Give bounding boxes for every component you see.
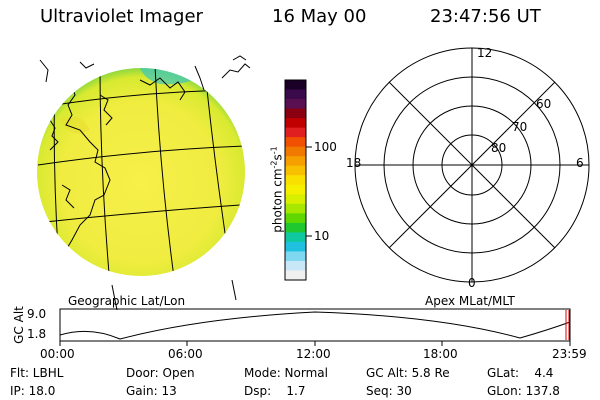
timeline-ymin: 1.8 [27,327,47,341]
colorbar-frame [284,79,307,281]
altitude-timeline [59,308,571,346]
colorbar-segment [285,156,306,167]
colorbar-segment [285,137,306,148]
timeline-tick-4: 23:59 [552,347,587,361]
dsp-status: Dsp: 1.7 [244,384,306,398]
colorbar-segment [285,184,306,195]
seq-status: Seq: 30 [366,384,412,398]
colorbar-segment [285,127,306,138]
unit-exp2: -1 [269,146,279,155]
colorbar-segment [285,270,306,281]
colorbar-tick-label-10: 10 [314,229,330,243]
filter-status: Flt: LBHL [10,366,64,380]
colorbar-segment [285,118,306,129]
colorbar-segment [285,108,306,119]
gc-alt-status: GC Alt: 5.8 Re [366,366,450,380]
glat-status: GLat: 4.4 [487,366,554,380]
colorbar-segment [285,99,306,110]
mlt-label-18: 18 [346,156,362,170]
colorbar-segment [285,232,306,243]
colorbar-segment [285,194,306,205]
timeline-tick-3: 18:00 [423,347,458,361]
mlt-label-12: 12 [477,46,493,60]
colorbar-segment [285,175,306,186]
glon-status: GLon: 137.8 [487,384,560,398]
unit-text-s: s [270,154,285,161]
colorbar-segment [285,260,306,272]
color-scale-bar [285,80,306,281]
gain-status: Gain: 13 [126,384,177,398]
ip-status: IP: 18.0 [10,384,56,398]
mlat-label-70: 70 [512,120,528,134]
date-label: 16 May 00 [272,6,367,27]
time-label: 23:47:56 UT [430,6,541,27]
polar-grid [354,47,590,283]
timeline-ymax: 9.0 [27,307,47,321]
timeline-tick-2: 12:00 [296,347,331,361]
colorbar-segment [285,165,306,176]
colorbar-unit-label: photon cm-2s-1 [270,135,285,245]
instrument-title: Ultraviolet Imager [40,6,203,27]
colorbar-segment [285,89,306,100]
mlat-label-60: 60 [536,97,552,111]
colorbar-segment [285,213,306,224]
door-status: Door: Open [126,366,195,380]
mode-status: Mode: Normal [244,366,328,380]
timeline-tick-0: 00:00 [40,347,75,361]
colorbar-segment [285,251,306,262]
apex-caption: Apex MLat/MLT [425,294,515,308]
colorbar-segment [285,203,306,214]
colorbar-segment [285,222,306,233]
colorbar-segment [285,146,306,157]
uv-earth-image [37,55,251,311]
timeline-ylabel: GC Alt [12,306,26,344]
geo-caption: Geographic Lat/Lon [68,294,186,308]
unit-exp1: -2 [269,160,279,169]
mlt-label-0: 0 [468,276,476,290]
colorbar-segment [285,80,306,91]
colorbar-tick-label-100: 100 [314,140,337,154]
mlat-label-80: 80 [491,141,507,155]
unit-text: photon cm [270,168,285,233]
timeline-tick-1: 06:00 [168,347,203,361]
mlt-label-6: 6 [576,156,584,170]
colorbar-segment [285,241,306,253]
